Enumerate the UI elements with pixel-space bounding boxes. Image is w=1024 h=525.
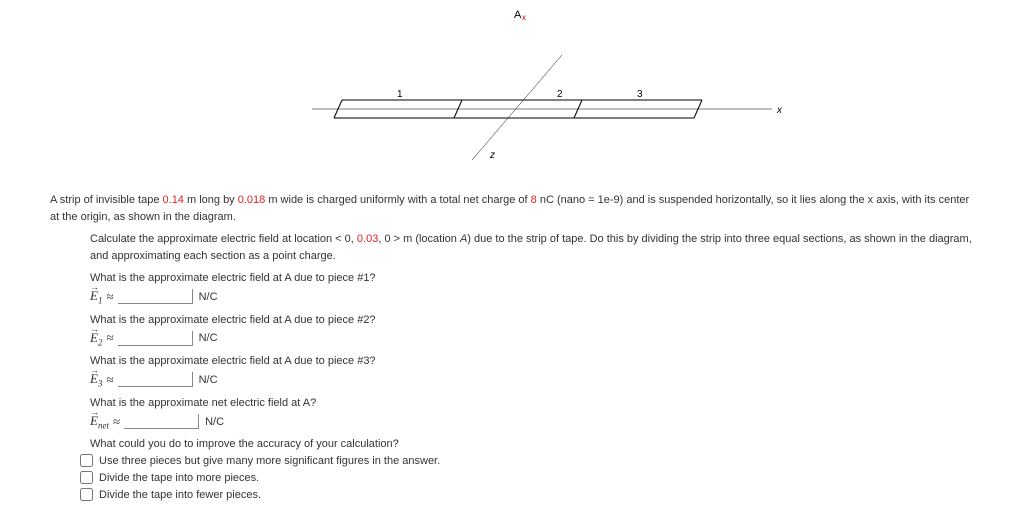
approx-symbol: ≈ (106, 289, 113, 305)
option-2-row[interactable]: Divide the tape into more pieces. (80, 471, 974, 484)
option-3-row[interactable]: Divide the tape into fewer pieces. (80, 488, 974, 501)
field-row-e1: →E1 ≈ N/C (90, 288, 974, 306)
option-3-checkbox[interactable] (80, 488, 93, 501)
option-3-label: Divide the tape into fewer pieces. (99, 489, 261, 501)
option-1-label: Use three pieces but give many more sign… (99, 455, 440, 467)
piece-1-label: 1 (397, 89, 403, 100)
axis-z-label: z (489, 150, 495, 161)
question-1: What is the approximate electric field a… (90, 272, 974, 284)
width-value: 0.018 (238, 194, 266, 206)
problem-paragraph-2: Calculate the approximate electric field… (90, 231, 974, 264)
point-a-label: A (514, 9, 522, 21)
piece-3-label: 3 (637, 89, 643, 100)
option-1-checkbox[interactable] (80, 454, 93, 467)
question-3: What is the approximate electric field a… (90, 355, 974, 367)
point-a-x: x (522, 13, 526, 22)
e1-symbol: →E1 (90, 288, 102, 306)
piece-2-label: 2 (557, 89, 563, 100)
option-2-checkbox[interactable] (80, 471, 93, 484)
problem-paragraph-1: A strip of invisible tape 0.14 m long by… (50, 192, 974, 225)
e3-unit: N/C (199, 374, 218, 386)
question-5: What could you do to improve the accurac… (90, 438, 974, 450)
e1-unit: N/C (199, 291, 218, 303)
e3-input[interactable] (118, 372, 193, 387)
length-value: 0.14 (163, 194, 184, 206)
diagram-container: x z A x 1 2 3 (50, 0, 974, 180)
question-2: What is the approximate electric field a… (90, 314, 974, 326)
field-row-e2: →E2 ≈ N/C (90, 330, 974, 348)
e1-input[interactable] (118, 289, 193, 304)
e2-symbol: →E2 (90, 330, 102, 348)
enet-symbol: →Enet (90, 413, 109, 431)
e3-symbol: →E3 (90, 371, 102, 389)
field-row-e3: →E3 ≈ N/C (90, 371, 974, 389)
enet-unit: N/C (205, 416, 224, 428)
option-1-row[interactable]: Use three pieces but give many more sign… (80, 454, 974, 467)
e2-input[interactable] (118, 331, 193, 346)
diagram-svg: x z A x 1 2 3 (162, 0, 862, 180)
enet-input[interactable] (124, 414, 199, 429)
option-2-label: Divide the tape into more pieces. (99, 472, 259, 484)
location-y-value: 0.03 (357, 233, 378, 245)
e2-unit: N/C (199, 332, 218, 344)
question-4: What is the approximate net electric fie… (90, 397, 974, 409)
field-row-enet: →Enet ≈ N/C (90, 413, 974, 431)
axis-x-label: x (776, 105, 783, 116)
